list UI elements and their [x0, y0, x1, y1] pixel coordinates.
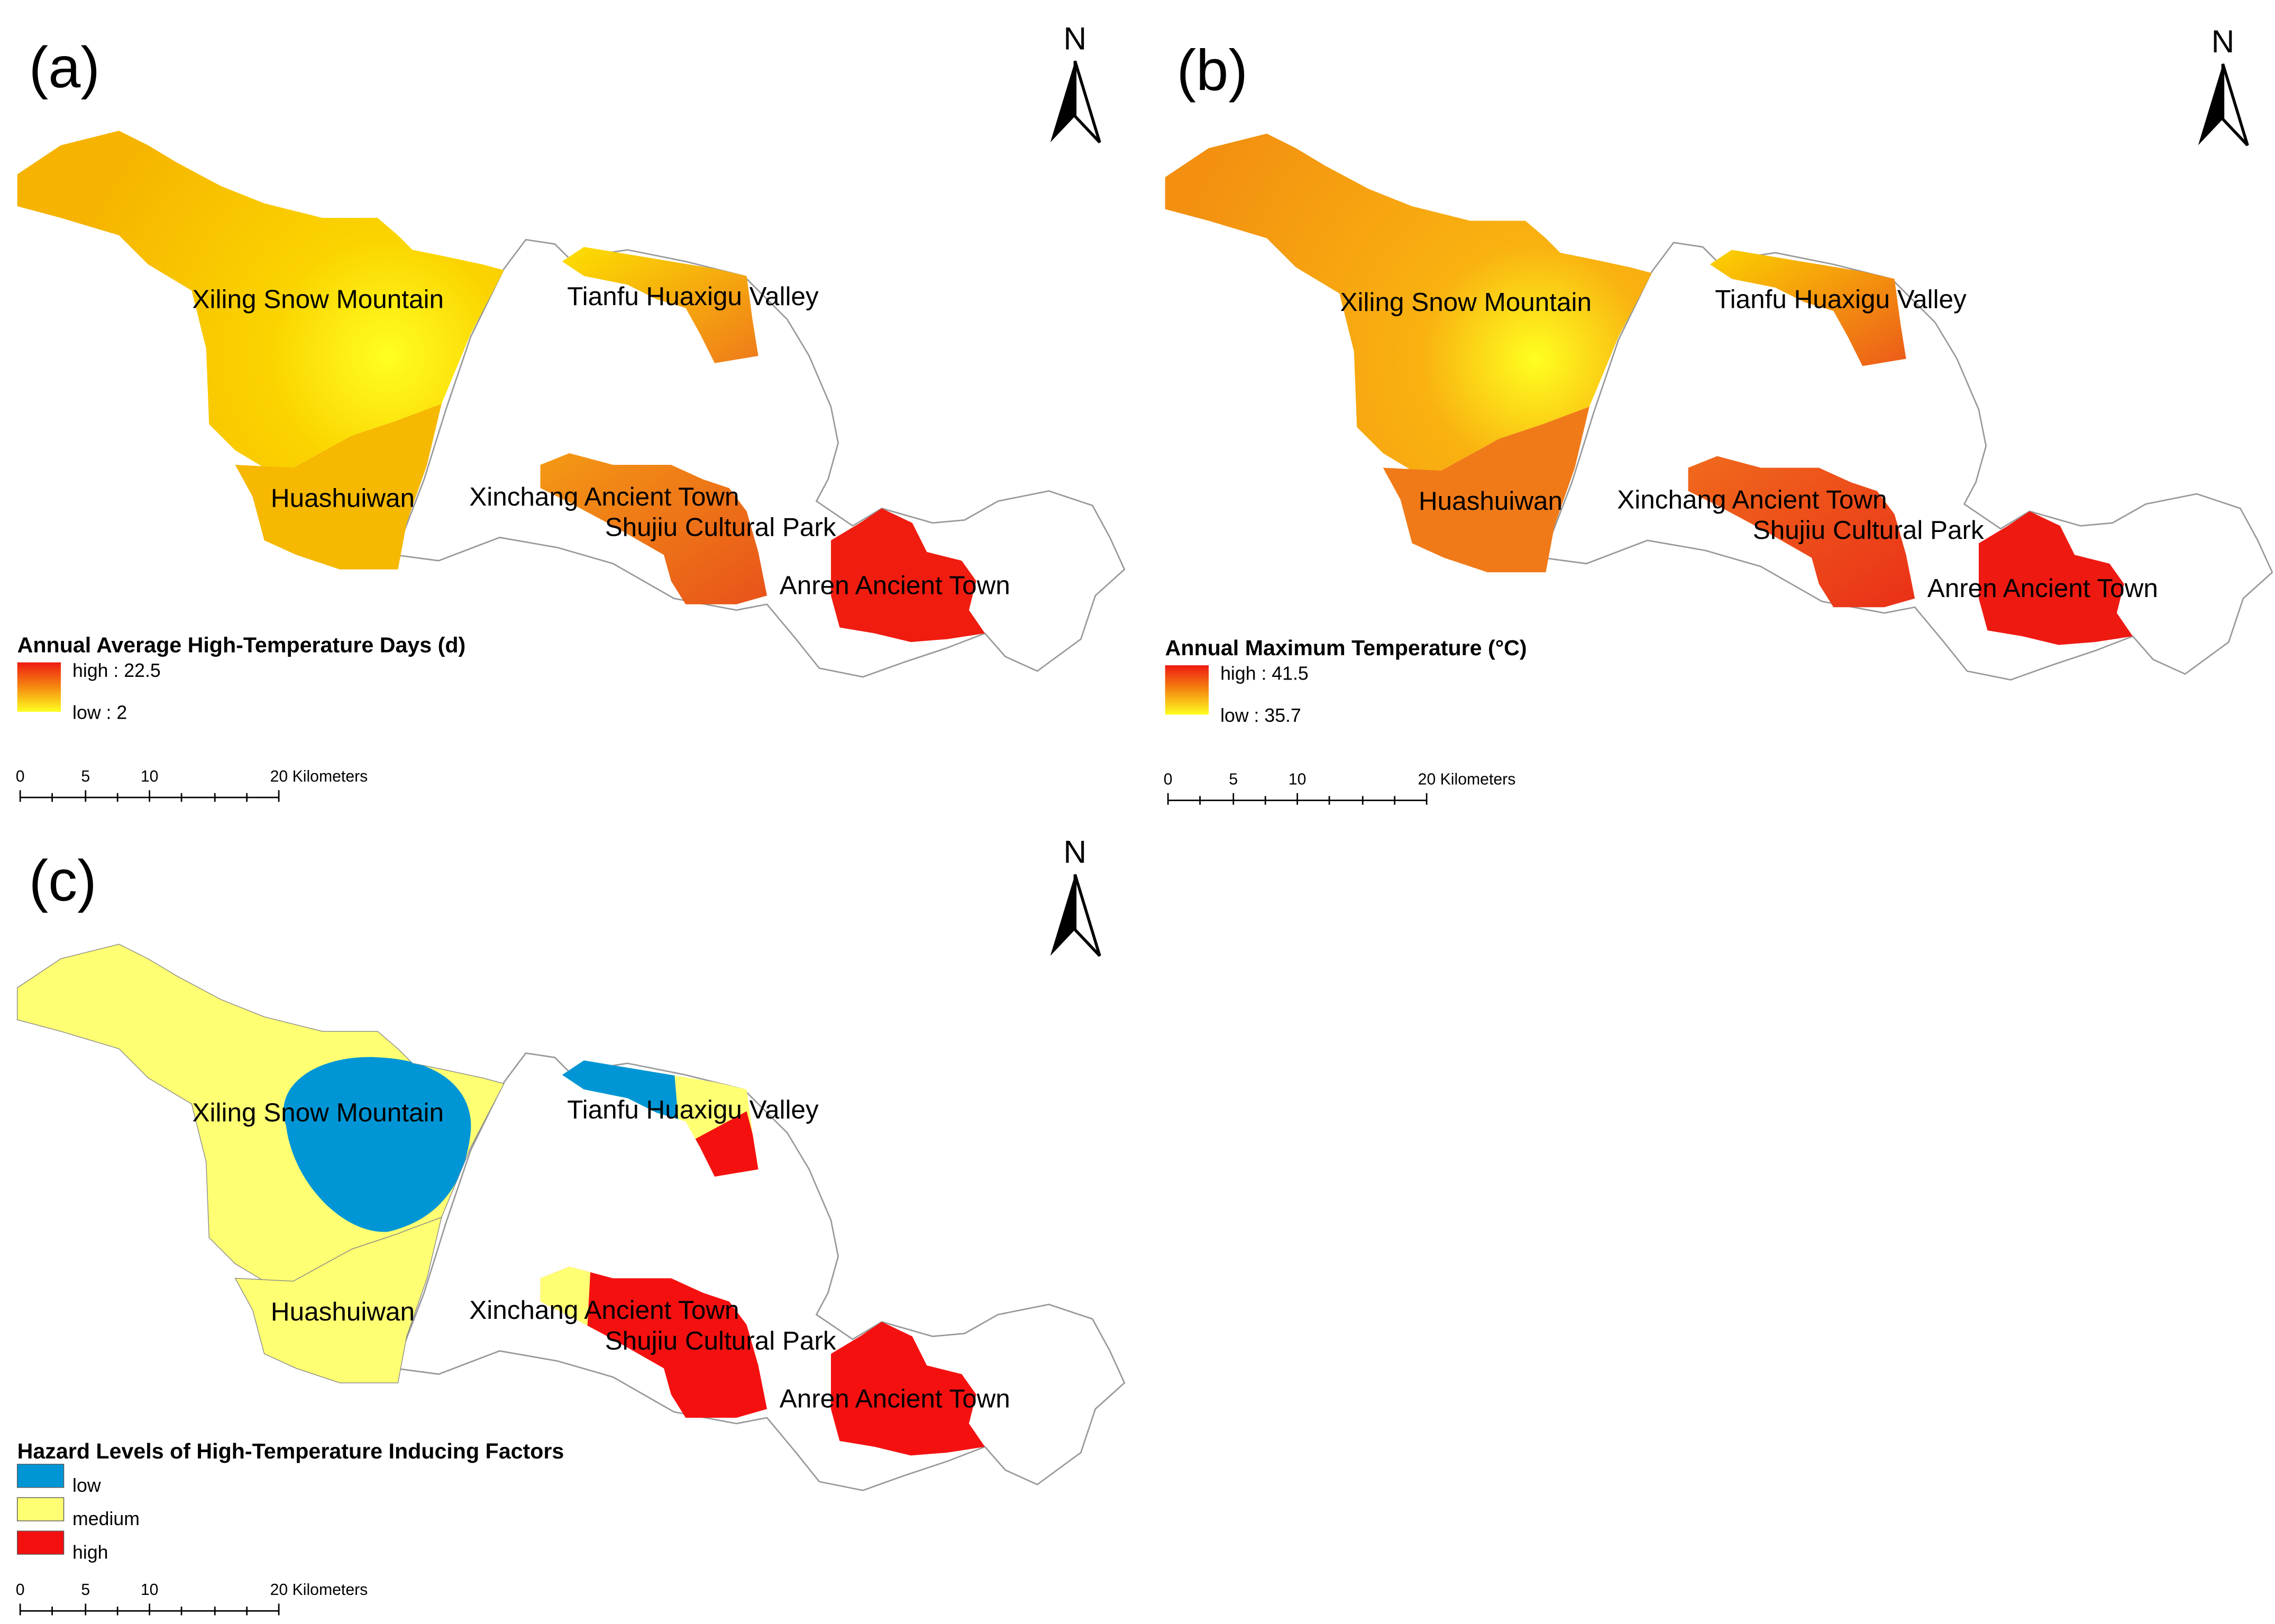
- scale-label: 20 Kilometers: [1418, 770, 1516, 788]
- legend-title: Annual Maximum Temperature (°C): [1165, 636, 1527, 660]
- panel-c: (c) N Xiling Snow Mountain Tianfu Huaxigu V…: [16, 834, 1126, 1616]
- place-label: Xinchang Ancient Town: [469, 1296, 739, 1325]
- place-label: Huashuiwan: [1419, 487, 1563, 516]
- place-label: Xinchang Ancient Town: [1617, 485, 1887, 514]
- scale-label: 20 Kilometers: [270, 1581, 368, 1599]
- north-label: N: [1064, 834, 1087, 870]
- scale-label: 10: [1289, 770, 1306, 788]
- scale-label: 5: [81, 1581, 90, 1599]
- scale-label: 0: [16, 1581, 25, 1599]
- place-label: Anren Ancient Town: [780, 571, 1010, 600]
- place-label: Huashuiwan: [271, 484, 415, 513]
- place-label: Tianfu Huaxigu Valley: [567, 1095, 819, 1124]
- place-label: Tianfu Huaxigu Valley: [567, 282, 819, 311]
- legend-label: low : 35.7: [1220, 705, 1301, 726]
- scale-label: 10: [141, 1581, 159, 1599]
- panel-a: (a) N Xiling Snow Mountain Tianfu Huaxigu V…: [16, 20, 1126, 803]
- scale-label: 5: [81, 768, 90, 785]
- panel-label: (b): [1177, 38, 1248, 103]
- scale-label: 0: [16, 768, 25, 785]
- panel-label: (a): [29, 35, 100, 100]
- place-label: Shujiu Cultural Park: [605, 1326, 836, 1355]
- legend-title: Hazard Levels of High-Temperature Induci…: [17, 1439, 564, 1463]
- scale-label: 5: [1229, 770, 1238, 788]
- place-label: Anren Ancient Town: [1927, 574, 2158, 603]
- legend-label: high : 22.5: [72, 660, 161, 681]
- place-label: Tianfu Huaxigu Valley: [1715, 285, 1967, 314]
- scale-label: 20 Kilometers: [270, 768, 368, 785]
- place-label: Xiling Snow Mountain: [193, 285, 444, 314]
- north-label: N: [1064, 20, 1087, 56]
- legend-label: high: [72, 1542, 108, 1563]
- legend-label: low: [72, 1475, 101, 1496]
- place-label: Xinchang Ancient Town: [469, 482, 739, 511]
- place-label: Xiling Snow Mountain: [193, 1098, 444, 1127]
- place-label: Shujiu Cultural Park: [1753, 516, 1984, 545]
- place-label: Anren Ancient Town: [780, 1384, 1010, 1414]
- legend-label: low : 2: [72, 702, 127, 723]
- legend-label: high : 41.5: [1220, 663, 1309, 684]
- panel-label: (c): [29, 849, 97, 913]
- legend-title: Annual Average High-Temperature Days (d): [17, 632, 466, 657]
- scale-label: 10: [141, 768, 159, 785]
- scale-label: 0: [1164, 770, 1173, 788]
- place-label: Shujiu Cultural Park: [605, 513, 836, 542]
- place-label: Huashuiwan: [271, 1297, 415, 1326]
- north-label: N: [2212, 23, 2235, 59]
- legend-label: medium: [72, 1508, 140, 1529]
- place-label: Xiling Snow Mountain: [1340, 288, 1592, 317]
- panel-b: (b) N Xiling Snow Mountain Tianfu Huaxigu V…: [1164, 23, 2273, 806]
